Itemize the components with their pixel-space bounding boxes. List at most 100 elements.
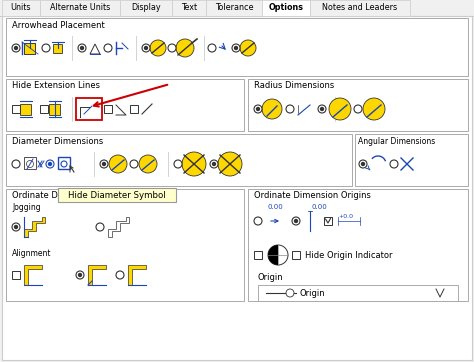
Bar	[248, 189, 468, 301]
Circle shape	[104, 44, 112, 52]
Circle shape	[80, 46, 84, 50]
Text: Diameter Dimensions: Diameter Dimensions	[12, 136, 103, 146]
Text: Hide Origin Indicator: Hide Origin Indicator	[305, 251, 392, 260]
Bar	[6, 189, 244, 301]
Bar	[262, 0, 310, 16]
Circle shape	[78, 273, 82, 277]
Circle shape	[14, 225, 18, 229]
Circle shape	[354, 105, 362, 113]
Circle shape	[210, 160, 218, 168]
Text: Units: Units	[11, 4, 31, 13]
Bar	[254, 251, 262, 259]
Text: Radius Dimensions: Radius Dimensions	[254, 81, 334, 90]
Circle shape	[182, 152, 206, 176]
Bar	[58, 188, 176, 202]
Bar	[6, 18, 468, 76]
Text: Jogging: Jogging	[12, 202, 41, 211]
Circle shape	[150, 40, 166, 56]
Bar	[49, 104, 61, 114]
Circle shape	[100, 160, 108, 168]
Text: Angular Dimensions: Angular Dimensions	[358, 136, 435, 146]
Circle shape	[102, 162, 106, 166]
Text: 0.00: 0.00	[268, 204, 284, 210]
Circle shape	[12, 160, 20, 168]
Text: Text: Text	[181, 4, 197, 13]
Circle shape	[318, 105, 326, 113]
Text: Display: Display	[131, 4, 161, 13]
Circle shape	[361, 162, 365, 166]
Bar	[76, 98, 102, 120]
Bar	[355, 134, 468, 186]
Circle shape	[168, 44, 176, 52]
Bar	[24, 157, 36, 169]
Text: Alignment: Alignment	[12, 249, 52, 258]
Circle shape	[144, 46, 148, 50]
Circle shape	[363, 98, 385, 120]
Text: Arrowhead Placement: Arrowhead Placement	[12, 21, 105, 29]
Bar	[54, 43, 63, 52]
Text: Hide Extension Lines: Hide Extension Lines	[12, 81, 100, 90]
Bar	[12, 105, 20, 113]
Text: 0.00: 0.00	[312, 204, 328, 210]
Bar	[292, 251, 300, 259]
Text: Ordinate Dime...: Ordinate Dime...	[12, 191, 82, 201]
Text: +0.0: +0.0	[338, 215, 353, 219]
Circle shape	[14, 46, 18, 50]
Circle shape	[139, 155, 157, 173]
Circle shape	[286, 105, 294, 113]
Circle shape	[42, 44, 50, 52]
Circle shape	[208, 44, 216, 52]
Bar	[6, 79, 244, 131]
Bar	[25, 42, 36, 54]
Bar	[104, 105, 112, 113]
Circle shape	[240, 40, 256, 56]
Circle shape	[232, 44, 240, 52]
Circle shape	[176, 39, 194, 57]
Circle shape	[12, 44, 20, 52]
Circle shape	[329, 98, 351, 120]
Circle shape	[78, 44, 86, 52]
Text: Notes and Leaders: Notes and Leaders	[322, 4, 398, 13]
Circle shape	[294, 219, 298, 223]
Circle shape	[109, 155, 127, 173]
Bar	[120, 0, 172, 16]
Circle shape	[218, 152, 242, 176]
Bar	[0, 0, 474, 16]
Circle shape	[212, 162, 216, 166]
Bar	[324, 217, 332, 225]
Bar	[40, 0, 120, 16]
Polygon shape	[128, 265, 146, 285]
Text: Ordinate Dimension Origins: Ordinate Dimension Origins	[254, 191, 371, 201]
Polygon shape	[108, 217, 129, 237]
Circle shape	[96, 223, 104, 231]
Circle shape	[234, 46, 238, 50]
Wedge shape	[268, 245, 278, 265]
Circle shape	[130, 160, 138, 168]
Bar	[248, 79, 468, 131]
Polygon shape	[88, 265, 106, 285]
Circle shape	[254, 217, 262, 225]
Text: Origin: Origin	[300, 289, 326, 298]
Bar	[12, 271, 20, 279]
Text: Alternate Units: Alternate Units	[50, 4, 110, 13]
Circle shape	[76, 271, 84, 279]
Circle shape	[359, 160, 367, 168]
Bar	[172, 0, 206, 16]
Circle shape	[286, 289, 294, 297]
Bar	[206, 0, 262, 16]
Circle shape	[142, 44, 150, 52]
Bar	[258, 285, 458, 301]
Bar	[20, 104, 31, 114]
Circle shape	[292, 217, 300, 225]
Bar	[310, 0, 410, 16]
Circle shape	[268, 245, 288, 265]
Bar	[2, 0, 40, 16]
Circle shape	[174, 160, 182, 168]
Circle shape	[390, 160, 398, 168]
Text: Origin: Origin	[258, 273, 283, 282]
Text: Hide Diameter Symbol: Hide Diameter Symbol	[68, 190, 166, 199]
Polygon shape	[24, 265, 42, 285]
Circle shape	[256, 107, 260, 111]
Bar	[40, 105, 48, 113]
Polygon shape	[24, 217, 45, 237]
